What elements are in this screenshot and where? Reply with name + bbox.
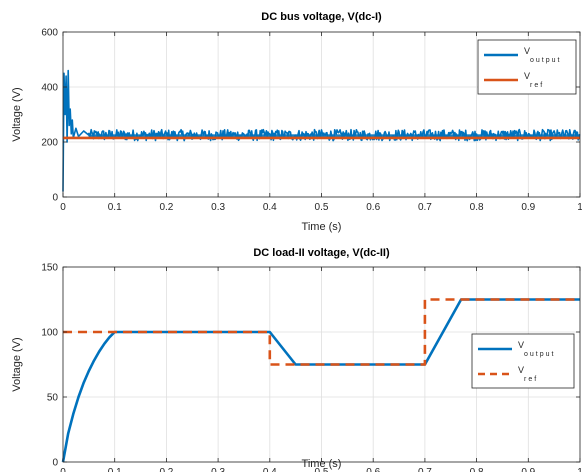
x-tick-label: 0.7 <box>418 467 432 472</box>
chart-panel-2: 0 0.1 0.2 0.3 0.4 0.5 0.6 0.7 0.8 0.9 1 0 50 100 150 DC… <box>11 247 582 472</box>
legend-label: V <box>518 365 524 375</box>
x-tick-label: 0.6 <box>366 467 380 472</box>
x-tick-label: 0.2 <box>159 202 173 213</box>
chart-title: DC bus voltage, V(dc-I) <box>261 11 382 23</box>
y-tick-label: 200 <box>41 138 58 149</box>
legend-box <box>471 333 575 389</box>
series-line <box>61 298 580 463</box>
series-output <box>61 298 580 463</box>
legend-label: V <box>524 46 530 56</box>
legend-label-subscript: output <box>530 57 561 64</box>
x-tick-label: 0.8 <box>470 467 484 472</box>
y-tick-label: 0 <box>52 458 58 469</box>
x-tick-label: 0.1 <box>108 467 122 472</box>
y-tick-label: 150 <box>41 263 58 274</box>
x-tick-label: 0 <box>60 202 66 213</box>
x-tick-label: 0.4 <box>263 202 277 213</box>
x-tick-label: 1 <box>577 202 582 213</box>
x-tick-label: 0.6 <box>366 202 380 213</box>
series-ref <box>63 298 580 366</box>
x-tick-label: 0 <box>60 467 66 472</box>
legend-label: V <box>518 340 524 350</box>
y-tick-label: 600 <box>41 28 58 39</box>
x-tick-label: 0.8 <box>470 202 484 213</box>
y-tick-label: 50 <box>47 393 59 404</box>
x-tick-label: 0.2 <box>159 467 173 472</box>
legend-label: V <box>524 71 530 81</box>
y-tick-label: 0 <box>52 193 58 204</box>
x-tick-label: 0.4 <box>263 467 277 472</box>
chart-title: DC load-II voltage, V(dc-II) <box>253 247 390 259</box>
legend-label-subscript: ref <box>530 82 544 89</box>
y-axis-label: Voltage (V) <box>11 337 23 391</box>
legend-label-subscript: output <box>524 351 555 358</box>
chart-panel-1: 0 0.1 0.2 0.3 0.4 0.5 0.6 0.7 0.8 0.9 1 0 200 400 600 D… <box>11 11 582 233</box>
x-tick-label: 0.7 <box>418 202 432 213</box>
series-band <box>88 134 580 139</box>
legend-box <box>477 39 577 95</box>
y-tick-label: 100 <box>41 328 58 339</box>
legend-label-subscript: ref <box>524 376 538 383</box>
x-tick-label: 0.9 <box>521 467 535 472</box>
x-tick-label: 1 <box>577 467 582 472</box>
x-tick-label: 0.9 <box>521 202 535 213</box>
series-line <box>63 298 580 366</box>
x-tick-label: 0.5 <box>315 467 329 472</box>
x-tick-label: 0.3 <box>211 467 225 472</box>
x-tick-label: 0.3 <box>211 202 225 213</box>
x-tick-label: 0.1 <box>108 202 122 213</box>
x-axis-label: Time (s) <box>302 458 342 470</box>
y-tick-label: 400 <box>41 83 58 94</box>
x-axis-label: Time (s) <box>302 221 342 233</box>
y-axis-label: Voltage (V) <box>11 87 23 141</box>
x-tick-label: 0.5 <box>315 202 329 213</box>
